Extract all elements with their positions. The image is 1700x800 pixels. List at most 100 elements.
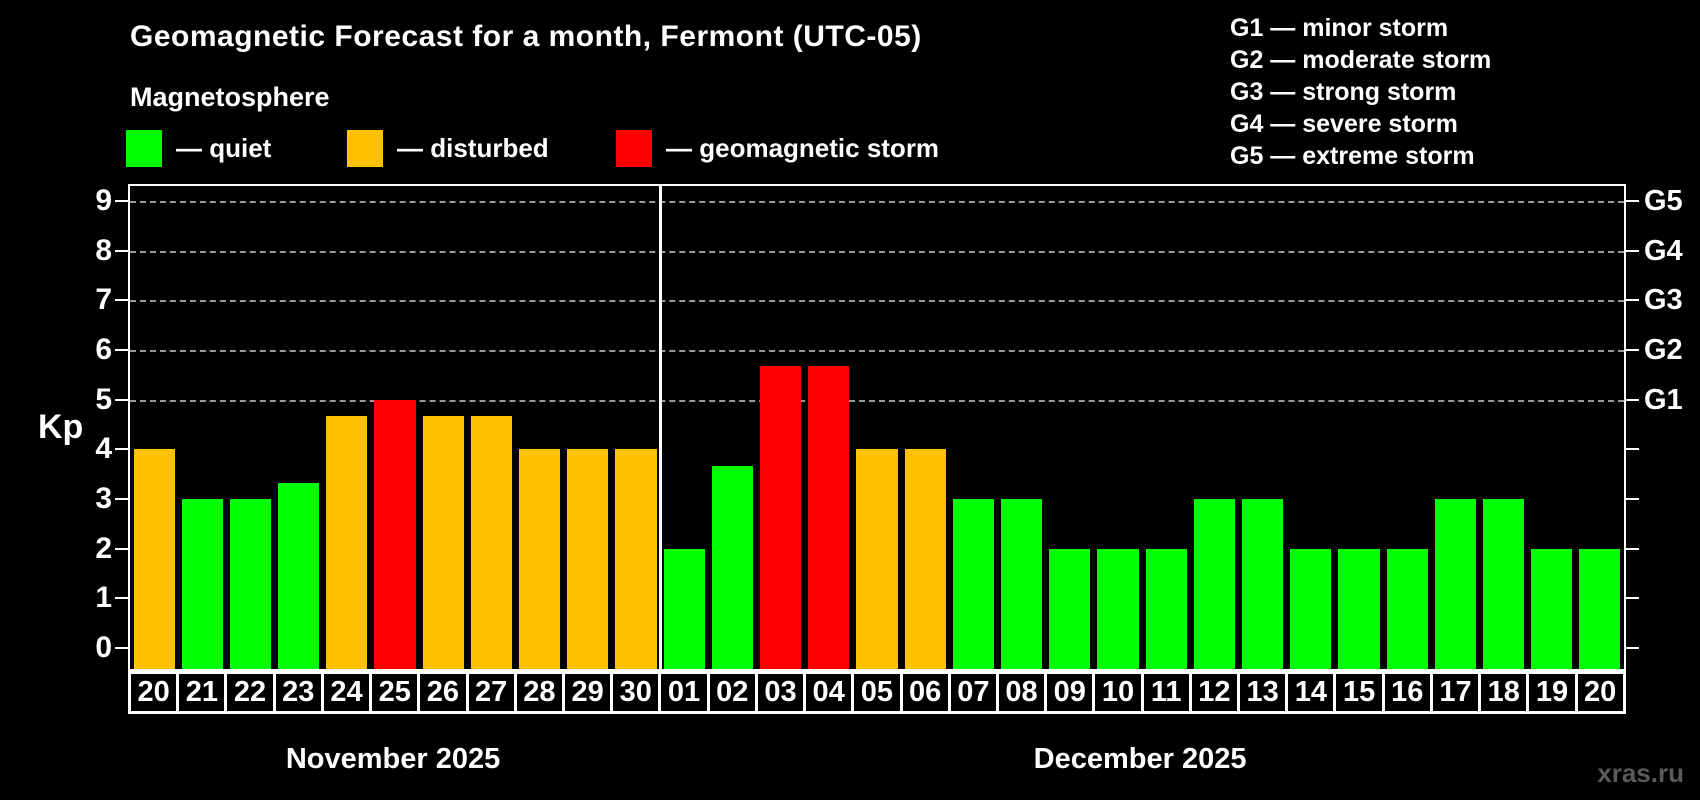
day-label-cell: 04	[806, 671, 855, 714]
y-axis-title: Kp	[38, 408, 84, 446]
day-label-cell: 15	[1336, 671, 1385, 714]
day-label-cell: 20	[1577, 671, 1626, 714]
day-label-cell: 27	[468, 671, 517, 714]
kp-bar	[567, 449, 609, 669]
legend-label: — disturbed	[397, 133, 549, 163]
magnetosphere-label: Magnetosphere	[130, 82, 330, 112]
y-axis-tick	[115, 647, 128, 649]
kp-bar	[1241, 499, 1284, 669]
y-axis-tick	[115, 199, 128, 202]
kp-bar	[519, 449, 561, 669]
day-label-cell: 19	[1529, 671, 1578, 714]
day-label-cell: 05	[854, 671, 903, 714]
right-axis-tick	[1626, 249, 1639, 252]
day-label-cell: 25	[372, 671, 421, 714]
kp-gridline	[130, 250, 1624, 253]
g-scale-tick-label: G4	[1644, 234, 1683, 267]
month-label-december: December 2025	[1033, 743, 1247, 775]
day-label-cell: 21	[179, 671, 228, 714]
day-label-cell: 20	[128, 671, 180, 714]
y-axis-tick-label: 5	[95, 382, 112, 416]
day-label-cell: 13	[1240, 671, 1289, 714]
day-label-cell: 29	[564, 671, 614, 714]
day-label-cell: 23	[275, 671, 324, 714]
kp-bar	[1145, 548, 1187, 669]
y-axis-tick	[115, 547, 128, 550]
legend-swatch-storm-icon	[616, 130, 652, 167]
y-axis-tick	[115, 497, 128, 500]
kp-gridline	[130, 200, 1624, 203]
plot-area	[128, 184, 1626, 671]
kp-bar	[760, 366, 802, 669]
kp-bar	[711, 465, 753, 669]
y-axis-tick	[115, 249, 128, 252]
kp-bar	[1290, 548, 1332, 669]
kp-bar	[1049, 548, 1091, 669]
storm-scale-legend: G1 — minor storm G2 — moderate storm G3 — …	[1230, 12, 1491, 172]
legend-item-quiet: — quiet	[126, 130, 271, 167]
right-axis-tick	[1626, 348, 1639, 351]
g-scale-tick-label: G3	[1644, 284, 1683, 317]
right-axis-tick	[1626, 299, 1639, 302]
kp-bar	[615, 449, 657, 669]
day-label-cell: 14	[1288, 671, 1337, 714]
kp-gridline	[130, 300, 1624, 303]
day-label-cell: 11	[1143, 671, 1192, 714]
storm-scale-item: G1 — minor storm	[1230, 14, 1449, 42]
right-axis-tick	[1626, 398, 1639, 401]
right-axis-tick	[1626, 547, 1639, 550]
g-scale-tick-label: G5	[1644, 184, 1683, 217]
kp-bar	[133, 449, 175, 669]
y-axis-tick-label: 0	[95, 631, 112, 664]
watermark: xras.ru	[1597, 758, 1684, 788]
day-label-cell: 08	[998, 671, 1048, 714]
kp-bar	[1531, 548, 1573, 669]
y-axis-tick-label: 7	[95, 283, 112, 317]
legend-label: — geomagnetic storm	[666, 133, 940, 163]
kp-bar	[663, 548, 705, 669]
day-label-cell: 22	[227, 671, 276, 714]
day-label-cell: 24	[323, 671, 373, 714]
y-axis-tick	[115, 448, 128, 451]
month-label-november: November 2025	[285, 743, 501, 775]
month-separator-line	[658, 186, 662, 669]
right-axis-tick	[1626, 199, 1639, 202]
legend-swatch-quiet-icon	[126, 130, 162, 167]
kp-bar	[470, 416, 513, 669]
g-scale-tick-label: G2	[1644, 333, 1683, 366]
day-label-row: 20 21 22 23 24 25 26 27 28 29 30 01 02 03 04 05 06 07 08 09…	[128, 671, 1626, 714]
storm-scale-item: G4 — severe storm	[1230, 110, 1458, 138]
storm-scale-item: G3 — strong storm	[1230, 78, 1457, 106]
y-axis-tick-label: 3	[95, 481, 112, 515]
kp-bar	[808, 366, 850, 669]
g-scale-tick-label: G1	[1644, 383, 1683, 416]
kp-bar	[1434, 499, 1476, 669]
kp-bar	[856, 449, 898, 669]
kp-gridline	[130, 349, 1624, 352]
day-label-cell: 07	[950, 671, 999, 714]
kp-bar	[952, 499, 994, 669]
y-axis-tick-label: 1	[95, 581, 112, 615]
right-axis-tick	[1626, 647, 1639, 649]
kp-bar	[1482, 499, 1525, 669]
kp-bar	[374, 399, 416, 669]
day-label-cell: 18	[1481, 671, 1530, 714]
kp-bar	[326, 416, 368, 669]
day-label-cell: 17	[1432, 671, 1482, 714]
day-label-cell: 02	[709, 671, 758, 714]
day-label-cell: 12	[1191, 671, 1241, 714]
day-label-cell: 26	[420, 671, 469, 714]
day-label-cell: 09	[1047, 671, 1096, 714]
kp-bar	[278, 482, 320, 669]
legend-label: — quiet	[176, 133, 272, 163]
day-label-cell: 06	[902, 671, 951, 714]
legend-swatch-disturbed-icon	[347, 130, 383, 167]
kp-gridline	[130, 399, 1624, 402]
kp-bar	[422, 416, 464, 669]
kp-bar	[904, 449, 946, 669]
legend-item-storm: — geomagnetic storm	[616, 130, 939, 167]
right-axis-tick	[1626, 448, 1639, 451]
kp-bar	[1338, 548, 1380, 669]
chart-title: Geomagnetic Forecast for a month, Fermon…	[130, 20, 922, 53]
